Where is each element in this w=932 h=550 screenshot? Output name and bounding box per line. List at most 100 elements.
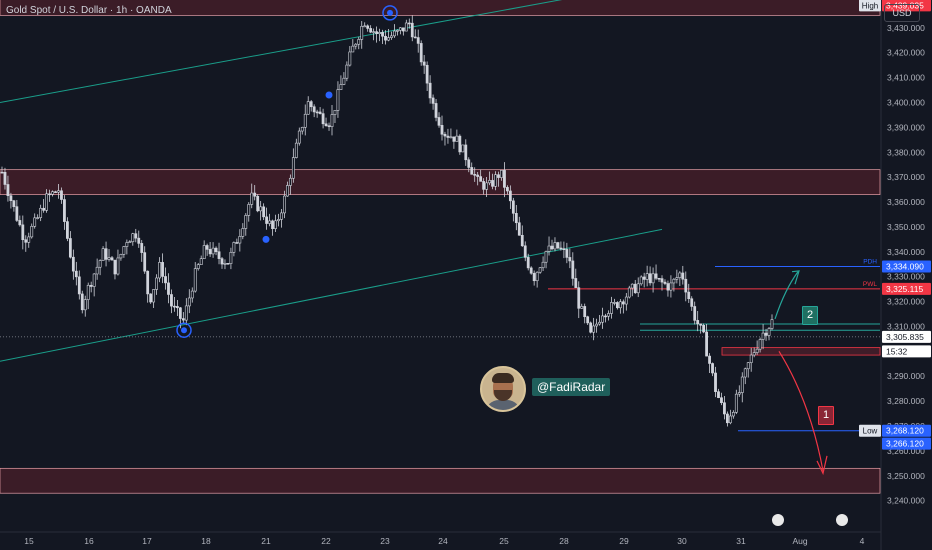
candle-body bbox=[416, 37, 420, 44]
candle-body bbox=[116, 257, 120, 275]
level-tag-pdh: PDH bbox=[863, 259, 877, 266]
candle-body bbox=[167, 282, 170, 295]
candle-body bbox=[283, 195, 286, 214]
candle-body bbox=[229, 251, 233, 264]
bullish-arrowhead bbox=[791, 270, 800, 285]
y-tick-label: 3,360.000 bbox=[887, 197, 925, 207]
candle-body bbox=[675, 277, 679, 280]
swing-point bbox=[325, 91, 333, 99]
candle-body bbox=[303, 113, 307, 128]
candle-body bbox=[89, 284, 93, 287]
candle-body bbox=[158, 262, 161, 279]
candle-body bbox=[636, 283, 640, 294]
swing-high-dot bbox=[387, 9, 393, 16]
candle-body bbox=[86, 284, 90, 300]
candle-body bbox=[684, 278, 688, 293]
candle-body bbox=[315, 111, 319, 114]
price-label-low2: 3,266.120 bbox=[886, 439, 924, 449]
candle-body bbox=[51, 191, 54, 195]
candle-body bbox=[128, 241, 132, 244]
y-tick-label: 3,400.000 bbox=[887, 97, 925, 107]
symbol-title: Gold Spot / U.S. Dollar · 1h · OANDA bbox=[6, 5, 172, 16]
candle-body bbox=[610, 302, 613, 314]
candle-body bbox=[467, 159, 471, 168]
x-tick-label: Aug bbox=[792, 536, 807, 546]
candle-body bbox=[363, 25, 367, 28]
candle-body bbox=[149, 293, 153, 303]
candle-body bbox=[404, 22, 408, 32]
candle-body bbox=[12, 200, 16, 207]
scenario-badge-2: 2 bbox=[802, 306, 818, 325]
price-label-box bbox=[882, 0, 931, 12]
candle-body bbox=[410, 22, 414, 38]
candle-body bbox=[541, 261, 545, 269]
candle-body bbox=[443, 133, 447, 137]
swing-low-dot bbox=[181, 327, 187, 334]
candle-body bbox=[288, 177, 292, 186]
candle-body bbox=[574, 278, 578, 288]
candle-body bbox=[770, 319, 774, 329]
candle-body bbox=[669, 282, 673, 291]
price-label-countdown: 15:32 bbox=[886, 346, 908, 356]
candle-body bbox=[342, 77, 346, 85]
candle-body bbox=[621, 301, 625, 305]
candle-body bbox=[651, 273, 655, 284]
candle-body bbox=[176, 306, 179, 309]
candle-body bbox=[143, 252, 147, 272]
candle-body bbox=[259, 206, 263, 212]
candle-body bbox=[161, 262, 164, 277]
candle-body bbox=[398, 27, 402, 31]
candle-body bbox=[238, 236, 242, 244]
candle-body bbox=[196, 264, 200, 269]
y-tick-label: 3,240.000 bbox=[887, 496, 925, 506]
currency-button[interactable]: USD bbox=[884, 4, 920, 22]
candle-body bbox=[98, 260, 102, 268]
candle-body bbox=[324, 123, 328, 127]
candle-body bbox=[199, 258, 203, 265]
candle-body bbox=[666, 283, 670, 291]
level-tag-low: Low bbox=[863, 427, 878, 436]
candle-body bbox=[131, 233, 135, 243]
candle-body bbox=[345, 64, 349, 79]
candle-body bbox=[595, 323, 598, 327]
author-handle: @FadiRadar bbox=[532, 378, 611, 396]
candle-body bbox=[250, 192, 254, 205]
candle-body bbox=[294, 142, 298, 158]
candle-body bbox=[720, 397, 723, 404]
candle-body bbox=[366, 25, 370, 29]
candle-body bbox=[24, 239, 28, 243]
candle-body bbox=[491, 180, 494, 187]
candle-body bbox=[607, 313, 610, 317]
candle-body bbox=[589, 322, 593, 333]
candle-body bbox=[15, 206, 19, 221]
candle-body bbox=[663, 281, 667, 284]
candle-body bbox=[508, 190, 512, 202]
candle-body bbox=[618, 301, 622, 309]
candle-body bbox=[562, 248, 566, 250]
swing-low-marker bbox=[176, 322, 192, 338]
candle-body bbox=[357, 39, 361, 45]
candle-body bbox=[244, 215, 248, 229]
y-tick-label: 3,310.000 bbox=[887, 321, 925, 331]
candle-body bbox=[351, 45, 355, 53]
x-tick-label: 16 bbox=[84, 536, 94, 546]
price-label-high: 3,439.035 bbox=[886, 0, 924, 10]
y-tick-label: 3,380.000 bbox=[887, 147, 925, 157]
candle-body bbox=[66, 221, 69, 239]
supply-demand-zone bbox=[0, 467, 881, 494]
candle-body bbox=[428, 82, 432, 99]
candle-body bbox=[413, 36, 417, 39]
y-tick-label: 3,430.000 bbox=[887, 23, 925, 33]
candle-body bbox=[3, 171, 7, 185]
candle-body bbox=[556, 242, 560, 249]
candle-body bbox=[568, 257, 572, 262]
candle-body bbox=[422, 61, 426, 66]
candle-body bbox=[390, 35, 393, 38]
candle-body bbox=[318, 111, 322, 114]
candle-body bbox=[696, 320, 700, 325]
candle-body bbox=[333, 110, 337, 115]
candle-body bbox=[54, 191, 57, 193]
candle-body bbox=[699, 323, 703, 326]
y-tick-label: 3,410.000 bbox=[887, 73, 925, 83]
